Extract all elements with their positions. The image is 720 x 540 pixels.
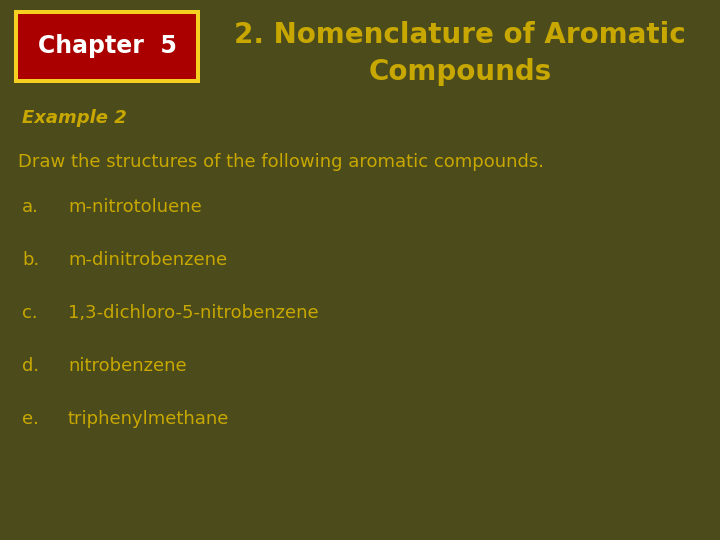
Text: Example 2: Example 2 xyxy=(22,109,127,127)
Text: m-dinitrobenzene: m-dinitrobenzene xyxy=(68,251,227,269)
Text: nitrobenzene: nitrobenzene xyxy=(68,357,186,375)
Text: Draw the structures of the following aromatic compounds.: Draw the structures of the following aro… xyxy=(18,153,544,171)
Text: b.: b. xyxy=(22,251,40,269)
Text: 1,3-dichloro-5-nitrobenzene: 1,3-dichloro-5-nitrobenzene xyxy=(68,304,319,322)
Text: d.: d. xyxy=(22,357,39,375)
Text: m-nitrotoluene: m-nitrotoluene xyxy=(68,198,202,216)
Text: Compounds: Compounds xyxy=(369,58,552,86)
Text: a.: a. xyxy=(22,198,39,216)
Text: triphenylmethane: triphenylmethane xyxy=(68,410,230,428)
Text: Chapter  5: Chapter 5 xyxy=(37,35,176,58)
FancyBboxPatch shape xyxy=(18,14,196,79)
Text: e.: e. xyxy=(22,410,39,428)
Text: c.: c. xyxy=(22,304,37,322)
FancyBboxPatch shape xyxy=(14,10,200,83)
Text: 2. Nomenclature of Aromatic: 2. Nomenclature of Aromatic xyxy=(234,21,686,49)
